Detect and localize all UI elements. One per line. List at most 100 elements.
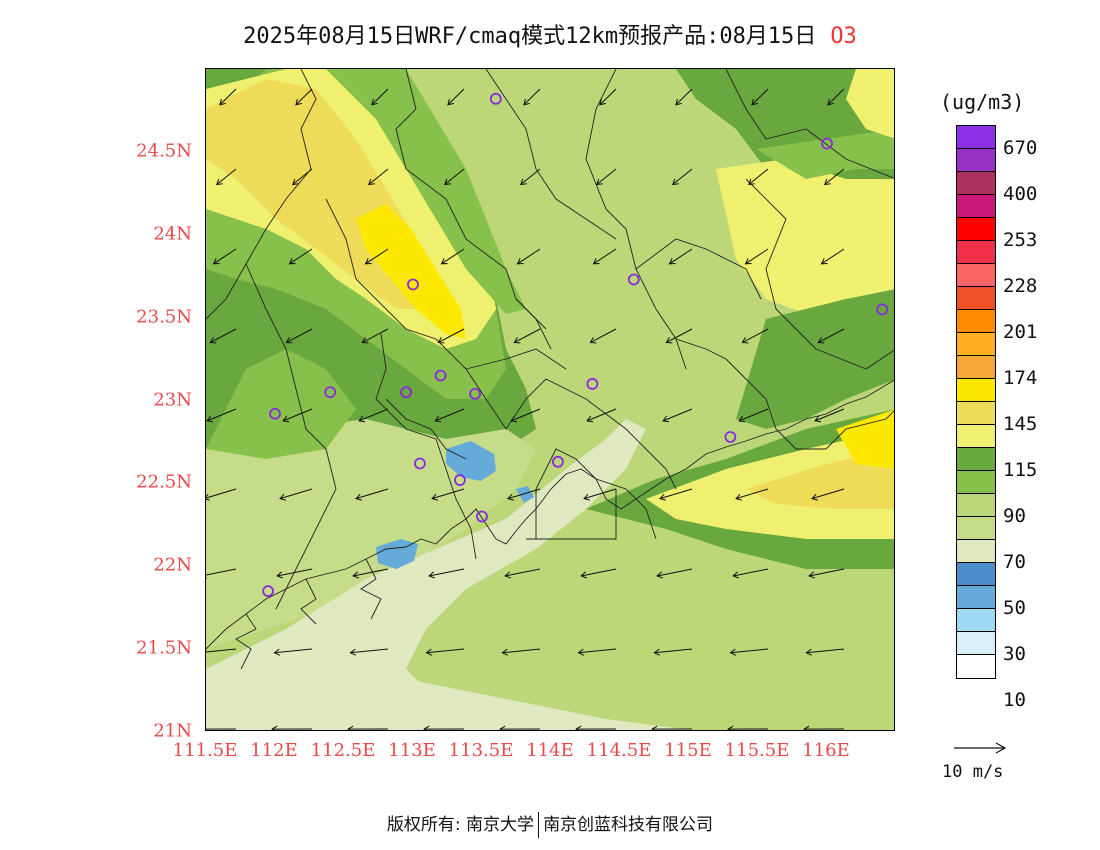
city-marker[interactable] xyxy=(324,386,337,399)
colorbar-swatch xyxy=(957,609,995,632)
colorbar-label: 50 xyxy=(1003,597,1026,619)
wind-reference-label: 10 m/s xyxy=(942,762,1004,782)
colorbar-swatch xyxy=(957,655,995,678)
colorbar-swatch xyxy=(957,586,995,609)
wind-arrow xyxy=(437,328,465,344)
wind-arrow xyxy=(209,328,237,344)
wind-arrow xyxy=(428,568,465,579)
city-marker[interactable] xyxy=(269,407,281,420)
city-marker[interactable] xyxy=(413,457,426,470)
wind-arrow xyxy=(347,725,389,730)
colorbar xyxy=(956,125,996,679)
concentration-region xyxy=(326,69,526,314)
city-marker[interactable] xyxy=(469,387,482,400)
wind-arrow xyxy=(288,248,313,265)
latitude-tick-label: 22.5N xyxy=(136,471,192,493)
wind-arrow xyxy=(653,648,693,656)
wind-arrow xyxy=(817,328,845,344)
colorbar-label: 115 xyxy=(1003,459,1038,481)
city-marker[interactable] xyxy=(407,278,419,291)
colorbar-swatch xyxy=(957,310,995,333)
wind-arrow xyxy=(589,328,617,344)
wind-arrow xyxy=(358,408,389,423)
colorbar-swatch xyxy=(957,218,995,241)
city-marker[interactable] xyxy=(476,510,488,523)
city-marker[interactable] xyxy=(434,369,447,382)
concentration-region xyxy=(516,486,534,503)
colorbar-label: 145 xyxy=(1003,413,1038,435)
wind-arrow xyxy=(748,168,769,186)
longitude-tick-label: 114E xyxy=(526,740,574,761)
wind-arrow xyxy=(219,88,237,106)
colorbar-swatch xyxy=(957,540,995,563)
wind-arrow xyxy=(577,648,617,656)
wind-arrow xyxy=(285,328,313,344)
longitude-tick-label: 113E xyxy=(388,740,436,761)
wind-arrow xyxy=(212,248,237,265)
colorbar-label: 90 xyxy=(1003,505,1026,527)
city-marker[interactable] xyxy=(454,474,466,486)
wind-arrow xyxy=(575,725,617,730)
wind-arrow xyxy=(583,488,617,501)
colorbar-unit: (ug/m3) xyxy=(940,90,1025,114)
longitude-tick-label: 113.5E xyxy=(448,740,514,761)
concentration-region xyxy=(756,129,894,179)
colorbar-label: 10 xyxy=(1003,689,1026,711)
wind-arrow xyxy=(808,568,845,579)
city-marker[interactable] xyxy=(876,303,889,316)
wind-arrow xyxy=(523,88,541,106)
colorbar-swatch xyxy=(957,494,995,517)
wind-arrow xyxy=(803,725,845,730)
colorbar-swatch xyxy=(957,264,995,287)
wind-arrow xyxy=(729,648,769,656)
colorbar-swatch xyxy=(957,379,995,402)
latitude-tick-label: 22N xyxy=(153,554,192,576)
concentration-region xyxy=(736,289,894,429)
colorbar-swatch xyxy=(957,149,995,172)
colorbar-swatch xyxy=(957,195,995,218)
wind-arrow xyxy=(206,488,237,501)
wind-arrow xyxy=(206,728,237,730)
colorbar-swatch xyxy=(957,632,995,655)
colorbar-swatch xyxy=(957,356,995,379)
latitude-tick-label: 23N xyxy=(153,389,192,410)
concentration-region xyxy=(446,441,496,481)
city-marker[interactable] xyxy=(821,137,833,150)
longitude-tick-label: 115.5E xyxy=(724,740,790,761)
colorbar-label: 228 xyxy=(1003,275,1038,297)
wind-arrow xyxy=(580,568,617,579)
wind-arrow xyxy=(751,88,769,106)
wind-arrow xyxy=(516,248,541,265)
city-marker[interactable] xyxy=(551,455,564,468)
ozone-map[interactable] xyxy=(205,68,895,731)
wind-arrow xyxy=(504,568,541,579)
colorbar-swatch xyxy=(957,425,995,448)
colorbar-swatch xyxy=(957,172,995,195)
wind-arrow xyxy=(599,88,617,106)
city-marker[interactable] xyxy=(724,431,737,443)
colorbar-label: 201 xyxy=(1003,321,1038,343)
latitude-tick-label: 23.5N xyxy=(136,306,192,328)
city-marker[interactable] xyxy=(627,273,640,286)
wind-arrow xyxy=(279,488,313,501)
species-label: O3 xyxy=(830,24,857,49)
wind-arrow xyxy=(361,328,389,344)
colorbar-swatch xyxy=(957,471,995,494)
footer-divider xyxy=(538,812,540,838)
wind-arrow xyxy=(744,248,769,265)
colorbar-label: 253 xyxy=(1003,229,1038,251)
concentration-region xyxy=(746,449,894,509)
city-marker[interactable] xyxy=(262,585,274,598)
city-marker[interactable] xyxy=(400,386,413,399)
company-text: 南京创蓝科技有限公司 xyxy=(543,815,714,835)
wind-arrow xyxy=(501,648,541,656)
city-marker[interactable] xyxy=(586,378,599,390)
colorbar-label: 174 xyxy=(1003,367,1038,389)
wind-arrow xyxy=(592,248,617,265)
city-marker[interactable] xyxy=(489,92,502,105)
wind-arrow xyxy=(206,568,237,579)
wind-arrow xyxy=(295,88,313,106)
map-title: 2025年08月15日WRF/cmaq模式12km预报产品:08月15日 O3 xyxy=(0,18,1100,50)
wind-arrow xyxy=(656,568,693,579)
colorbar-label: 400 xyxy=(1003,183,1038,205)
